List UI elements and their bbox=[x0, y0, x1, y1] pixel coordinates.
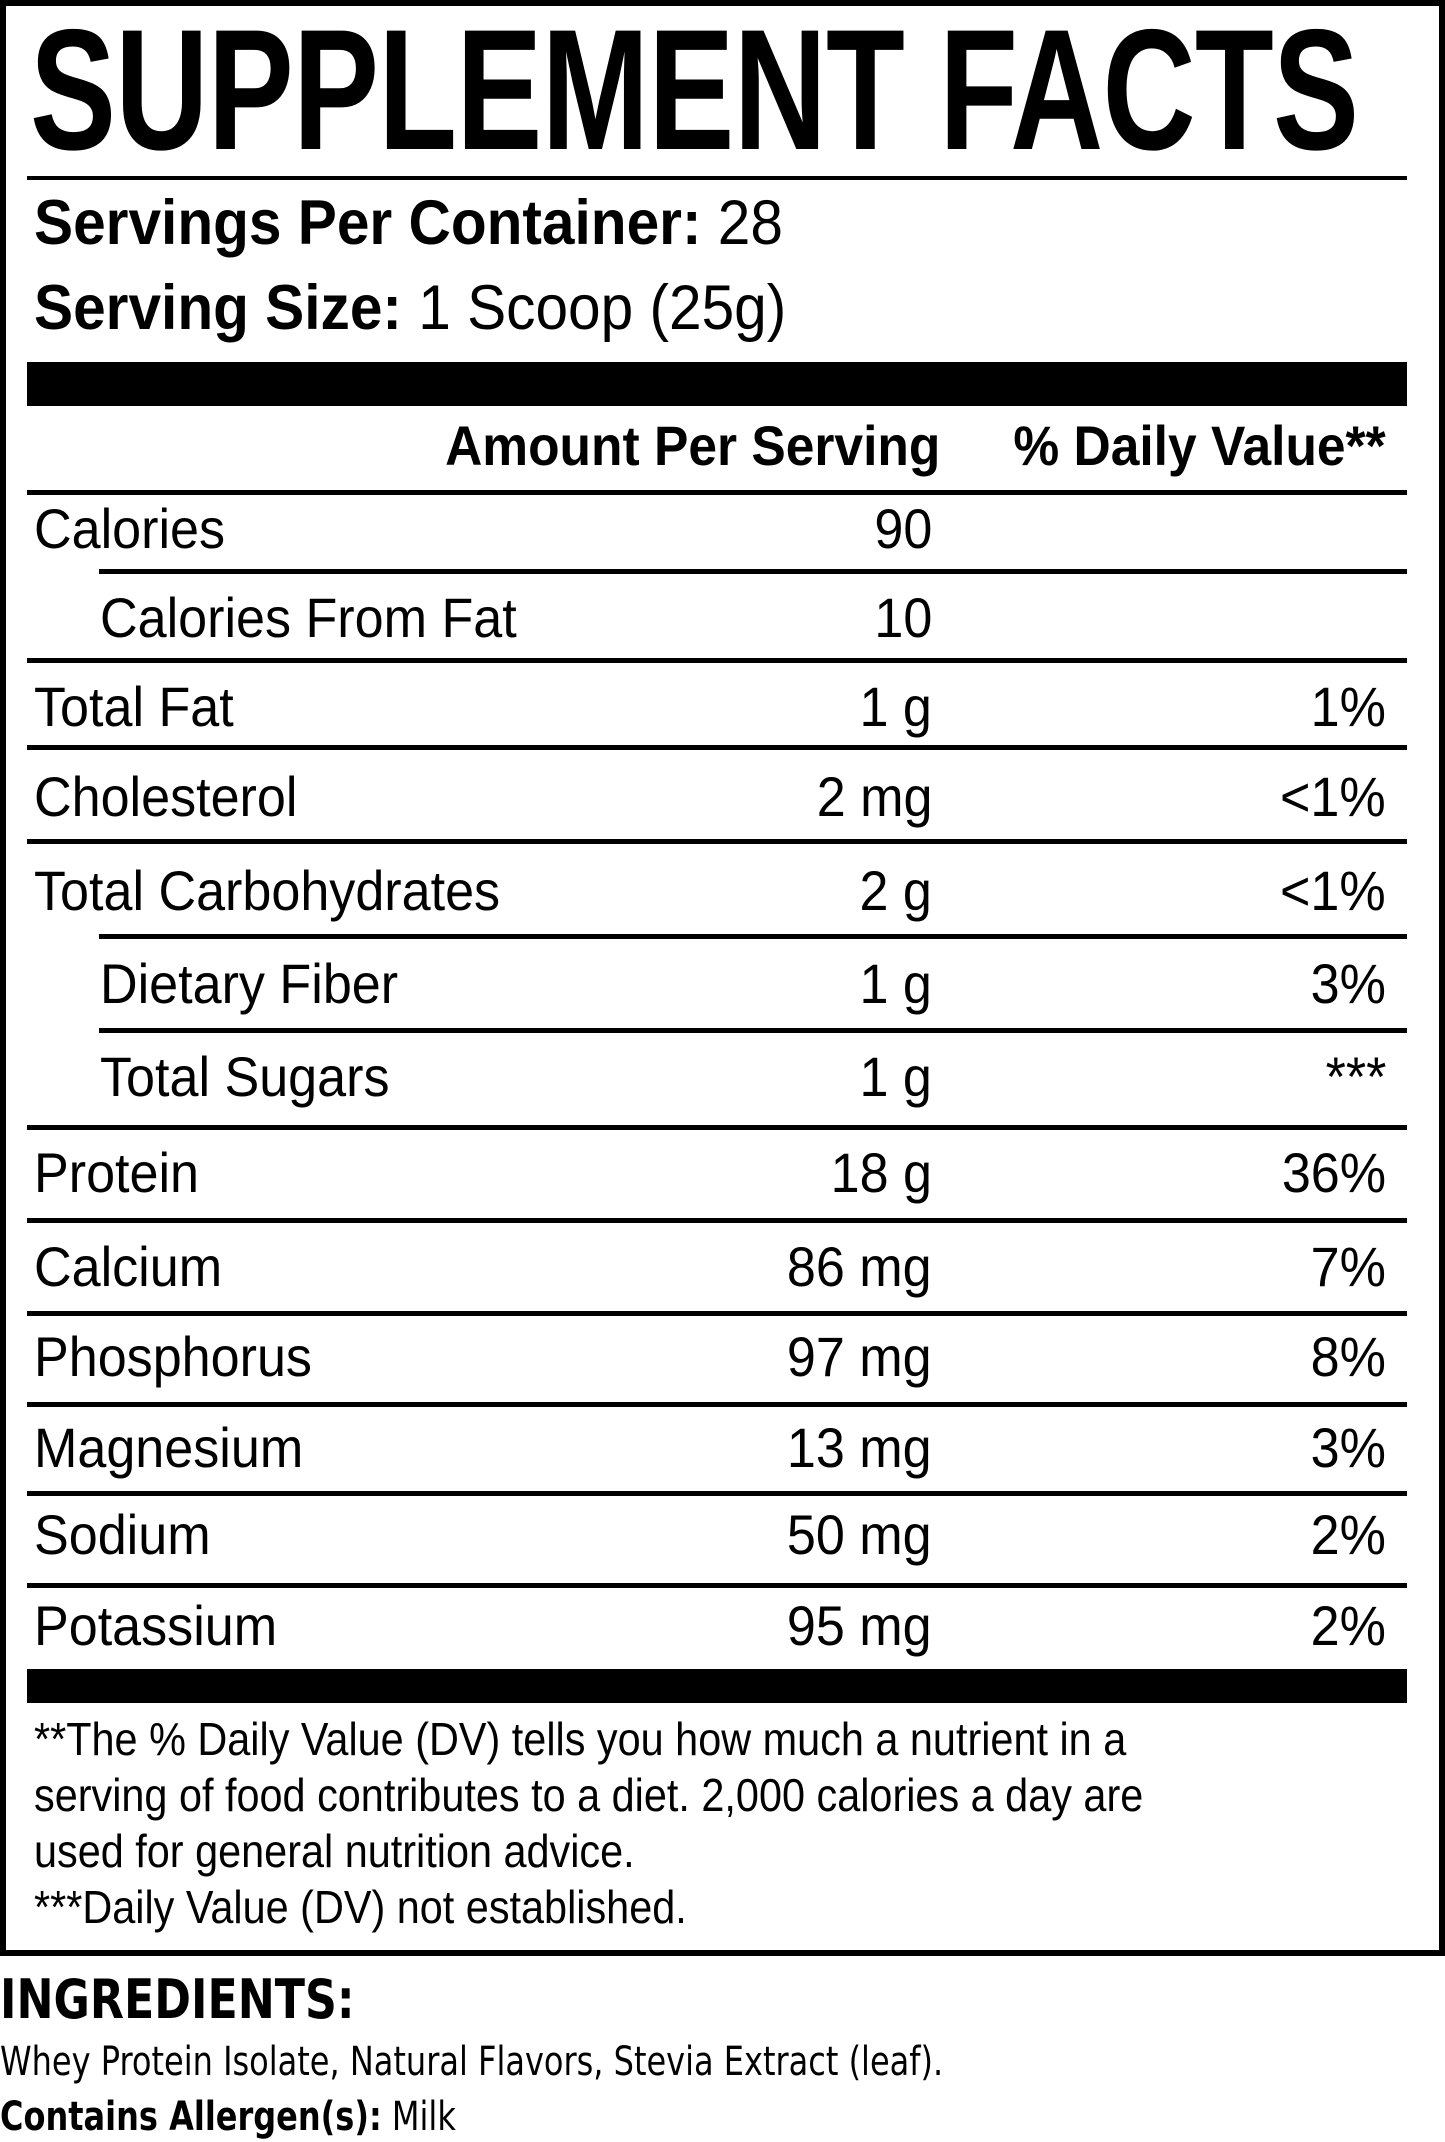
nutrient-name: Total Fat bbox=[34, 675, 234, 738]
nutrient-amount: 97 mg bbox=[787, 1325, 932, 1388]
serving-size-label: Serving Size: bbox=[34, 273, 402, 343]
footnotes: **The % Daily Value (DV) tells you how m… bbox=[34, 1711, 1143, 1935]
allergen-value: Milk bbox=[391, 2094, 456, 2140]
nutrient-daily-value: <1% bbox=[1280, 765, 1386, 828]
panel-title: SUPPLEMENT FACTS bbox=[30, 0, 1359, 186]
nutrient-name: Cholesterol bbox=[34, 765, 298, 828]
nutrient-name: Calories From Fat bbox=[100, 586, 517, 649]
nutrient-daily-value: 3% bbox=[1310, 1416, 1386, 1479]
row-divider bbox=[27, 1125, 1407, 1130]
row-divider bbox=[99, 934, 1407, 939]
nutrient-daily-value: 1% bbox=[1310, 675, 1386, 738]
row-divider bbox=[27, 1311, 1407, 1316]
nutrient-name: Total Carbohydrates bbox=[34, 859, 501, 922]
servings-per-container-value: 28 bbox=[717, 188, 783, 258]
nutrient-name: Dietary Fiber bbox=[100, 952, 399, 1015]
allergen-label: Contains Allergen(s): bbox=[0, 2094, 382, 2140]
nutrient-name: Calcium bbox=[34, 1235, 223, 1298]
nutrient-amount: 50 mg bbox=[787, 1503, 932, 1566]
nutrient-daily-value: 2% bbox=[1310, 1503, 1386, 1566]
thick-divider-top bbox=[27, 362, 1407, 406]
header-divider bbox=[27, 490, 1407, 495]
row-divider bbox=[27, 839, 1407, 844]
nutrient-amount: 2 g bbox=[859, 859, 932, 922]
row-divider bbox=[27, 658, 1407, 663]
nutrient-amount: 2 mg bbox=[816, 765, 932, 828]
nutrient-daily-value: <1% bbox=[1280, 859, 1386, 922]
nutrient-name: Phosphorus bbox=[34, 1325, 312, 1388]
servings-per-container: Servings Per Container: 28 bbox=[34, 192, 783, 255]
nutrient-amount: 1 g bbox=[859, 675, 932, 738]
nutrient-name: Potassium bbox=[34, 1594, 278, 1657]
row-divider bbox=[99, 569, 1407, 574]
row-divider bbox=[27, 745, 1407, 750]
ingredients-text: Whey Protein Isolate, Natural Flavors, S… bbox=[0, 2039, 944, 2085]
amount-per-serving-header: Amount Per Serving bbox=[444, 414, 940, 477]
nutrient-amount: 95 mg bbox=[787, 1594, 932, 1657]
nutrient-daily-value: 3% bbox=[1310, 952, 1386, 1015]
title-divider bbox=[27, 176, 1407, 180]
nutrient-name: Calories bbox=[34, 497, 226, 560]
footnote-line: **The % Daily Value (DV) tells you how m… bbox=[34, 1713, 1127, 1765]
nutrient-amount: 90 bbox=[874, 497, 932, 560]
nutrient-amount: 1 g bbox=[859, 1045, 932, 1108]
nutrient-name: Sodium bbox=[34, 1503, 211, 1566]
nutrient-daily-value: 36% bbox=[1281, 1141, 1386, 1204]
serving-size-value: 1 Scoop (25g) bbox=[418, 273, 787, 343]
daily-value-header: % Daily Value** bbox=[1013, 414, 1386, 477]
nutrient-amount: 10 bbox=[874, 586, 932, 649]
allergen-statement: Contains Allergen(s): Milk bbox=[0, 2097, 456, 2137]
serving-size: Serving Size: 1 Scoop (25g) bbox=[34, 277, 786, 340]
supplement-facts-panel bbox=[0, 0, 1445, 1956]
row-divider bbox=[99, 1028, 1407, 1033]
nutrient-name: Magnesium bbox=[34, 1416, 304, 1479]
row-divider bbox=[27, 1402, 1407, 1407]
footnote-line: ***Daily Value (DV) not established. bbox=[34, 1881, 687, 1933]
nutrient-daily-value: 7% bbox=[1310, 1235, 1386, 1298]
ingredients-heading: INGREDIENTS: bbox=[0, 1968, 355, 2031]
nutrient-daily-value: *** bbox=[1325, 1045, 1386, 1108]
nutrient-name: Protein bbox=[34, 1141, 200, 1204]
row-divider bbox=[27, 1491, 1407, 1496]
row-divider bbox=[27, 1583, 1407, 1588]
nutrient-amount: 18 g bbox=[830, 1141, 932, 1204]
nutrient-amount: 86 mg bbox=[787, 1235, 932, 1298]
row-divider bbox=[27, 1218, 1407, 1223]
thick-divider-bottom bbox=[27, 1669, 1407, 1703]
nutrient-daily-value: 2% bbox=[1310, 1594, 1386, 1657]
servings-per-container-label: Servings Per Container: bbox=[34, 188, 702, 258]
nutrient-daily-value: 8% bbox=[1310, 1325, 1386, 1388]
nutrient-name: Total Sugars bbox=[100, 1045, 390, 1108]
footnote-line: serving of food contributes to a diet. 2… bbox=[34, 1769, 1144, 1821]
nutrient-amount: 13 mg bbox=[787, 1416, 932, 1479]
nutrient-amount: 1 g bbox=[859, 952, 932, 1015]
footnote-line: used for general nutrition advice. bbox=[34, 1825, 635, 1877]
